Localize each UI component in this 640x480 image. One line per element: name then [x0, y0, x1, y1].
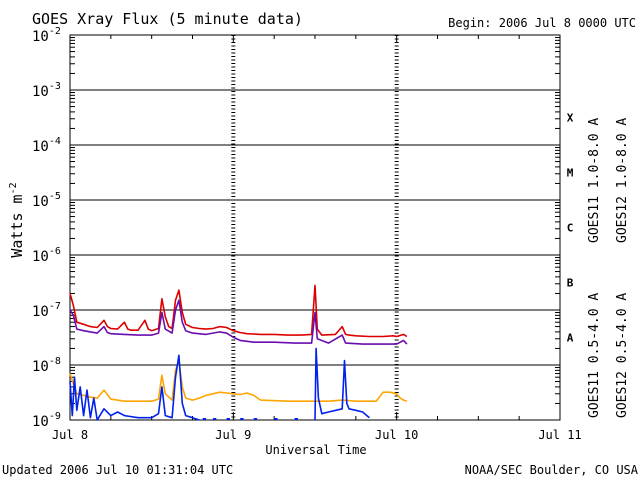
x-tick-label: Jul 9 [215, 428, 251, 442]
series-goes12_long [69, 284, 408, 338]
y-tick-base: 10 [32, 139, 49, 155]
y-tick-exponent: -2 [49, 26, 61, 37]
series-goes11_short [69, 359, 408, 403]
y-tick-exponent: -7 [49, 301, 61, 312]
y-tick-label: 10-6 [32, 246, 61, 265]
y-tick-label: 10-9 [32, 411, 61, 430]
plot-area [69, 34, 561, 421]
series-goes12_short [69, 354, 200, 421]
flare-class-C: C [567, 222, 574, 235]
legend-goes11-short: GOES11 0.5-4.0 A [587, 293, 602, 418]
flare-class-B: B [567, 277, 574, 290]
y-tick-label: 10-5 [32, 191, 61, 210]
x-tick-label: Jul 8 [52, 428, 88, 442]
flare-class-A: A [567, 332, 574, 345]
x-tick-label: Jul 10 [375, 428, 418, 442]
y-tick-exponent: -5 [49, 191, 61, 202]
grid-lines [69, 34, 561, 421]
flare-class-M: M [567, 167, 574, 180]
series-goes11_long [69, 299, 408, 345]
y-tick-exponent: -6 [49, 246, 61, 257]
y-tick-label: 10-3 [32, 81, 61, 100]
series-goes12_short [314, 347, 370, 421]
chart-title: GOES Xray Flux (5 minute data) [32, 10, 303, 28]
data-series [69, 284, 408, 421]
legend: GOES11 1.0-8.0 A GOES12 1.0-8.0 A GOES11… [587, 118, 630, 418]
legend-goes12-short: GOES12 0.5-4.0 A [615, 293, 630, 418]
y-tick-exponent: -4 [49, 136, 61, 147]
y-tick-base: 10 [32, 194, 49, 210]
y-tick-label: 10-4 [32, 136, 61, 155]
y-tick-label: 10-7 [32, 301, 61, 320]
y-tick-base: 10 [32, 304, 49, 320]
legend-goes12-long: GOES12 1.0-8.0 A [615, 118, 630, 243]
y-tick-base: 10 [32, 414, 49, 430]
flare-class-labels: A B C M X [567, 112, 574, 345]
y-tick-base: 10 [32, 249, 49, 265]
credit-text: NOAA/SEC Boulder, CO USA [465, 463, 639, 477]
y-axis-label: Watts m-2 [8, 182, 26, 257]
y-tick-base: 10 [32, 29, 49, 45]
y-tick-label: 10-8 [32, 356, 61, 375]
begin-date: Begin: 2006 Jul 8 0000 UTC [448, 16, 636, 30]
x-axis-label: Universal Time [265, 443, 366, 457]
x-tick-labels: Jul 8 Jul 9 Jul 10 Jul 11 [52, 428, 582, 442]
y-tick-label: 10-2 [32, 26, 61, 45]
updated-timestamp: Updated 2006 Jul 10 01:31:04 UTC [2, 463, 233, 477]
flare-class-X: X [567, 112, 574, 125]
y-axis-label-base: Watts m [8, 194, 26, 257]
y-tick-exponent: -9 [49, 411, 61, 422]
y-tick-base: 10 [32, 359, 49, 375]
y-tick-exponent: -3 [49, 81, 61, 92]
y-axis-label-sup: -2 [8, 182, 19, 194]
y-tick-labels: 10-910-810-710-610-510-410-310-2 [32, 26, 61, 430]
x-tick-label: Jul 11 [538, 428, 581, 442]
legend-goes11-long: GOES11 1.0-8.0 A [587, 118, 602, 243]
y-tick-exponent: -8 [49, 356, 61, 367]
y-tick-base: 10 [32, 84, 49, 100]
